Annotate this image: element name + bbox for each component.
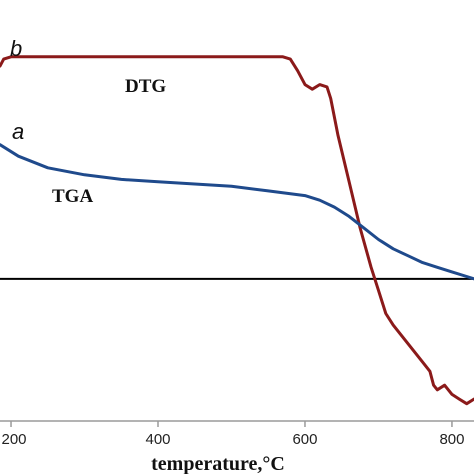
curve-letter-a: a <box>12 119 24 144</box>
x-tick-label: 800 <box>439 431 464 448</box>
x-axis-title: temperature,°C <box>151 453 285 474</box>
series-curves <box>0 55 474 406</box>
dtg-label: DTG <box>125 76 166 97</box>
x-axis-ticks: 200 400 600 800 <box>1 421 464 448</box>
tga-label: TGA <box>52 186 93 207</box>
curve-letter-b: b <box>10 36 22 61</box>
tga-curve <box>0 143 474 281</box>
series-labels: DTG b TGA a <box>10 36 166 207</box>
x-tick-label: 200 <box>1 431 26 448</box>
x-tick-label: 600 <box>292 431 317 448</box>
x-tick-label: 400 <box>145 431 170 448</box>
dtg-curve <box>0 55 474 406</box>
